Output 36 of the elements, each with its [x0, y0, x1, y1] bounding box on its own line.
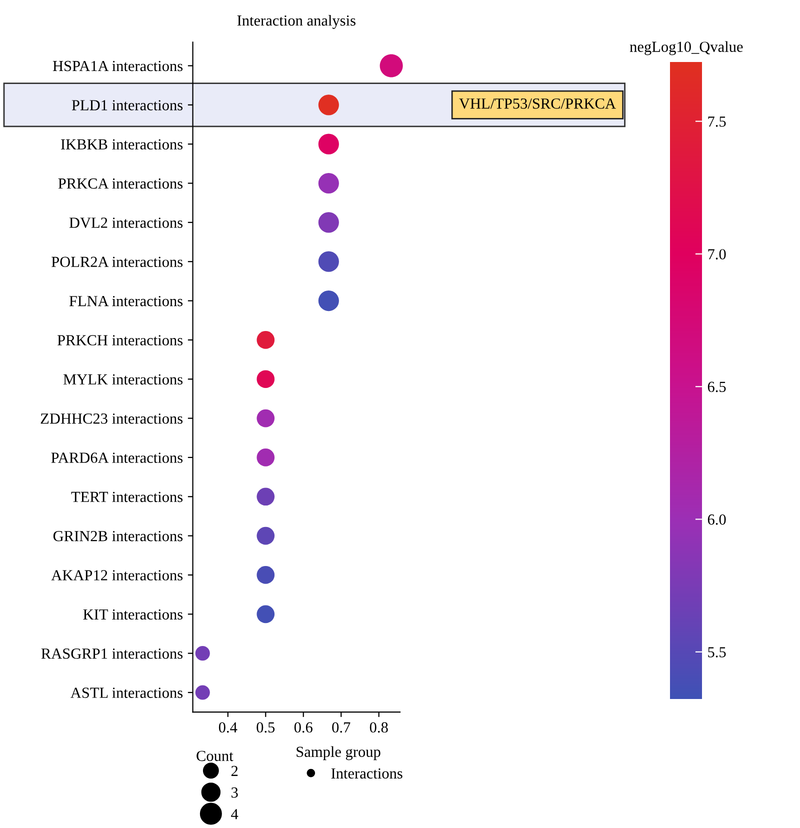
color-bar-label: 6.5 [708, 382, 726, 392]
y-tick-label: IKBKB interactions [61, 139, 183, 150]
y-tick-label: AKAP12 interactions [51, 570, 183, 580]
y-tick-label: PRKCH interactions [57, 335, 183, 346]
y-tick-label: ZDHHC23 interactions [40, 413, 183, 424]
x-tick-label: 0.7 [332, 722, 350, 733]
y-tick-label: PRKCA interactions [58, 178, 183, 189]
y-tick-label: GRIN2B interactions [53, 530, 183, 542]
chart-title: Interaction analysis [237, 14, 356, 29]
y-tick-label: TERT interactions [71, 492, 183, 502]
color-bar-label: 7.0 [708, 249, 726, 260]
text: Count [196, 750, 234, 762]
y-tick-label: HSPA1A interactions [52, 60, 183, 72]
y-tick-label: FLNA interactions [69, 296, 183, 306]
color-bar-title: negLog10_Qvalue [630, 41, 743, 56]
x-tick-label: 0.5 [256, 722, 275, 733]
legend-label: 3 [232, 787, 238, 798]
legend-label: 4 [231, 809, 238, 820]
y-tick-label: PARD6A interactions [51, 452, 183, 463]
x-tick-label: 0.4 [218, 722, 238, 733]
color-bar-label: 5.5 [708, 647, 726, 658]
y-tick-label: POLR2A interactions [52, 256, 183, 268]
text: VHL/TP53/SRC/PRKCA [459, 98, 616, 109]
color-bar-label: 7.5 [708, 116, 726, 127]
y-tick-label: PLD1 interactions [72, 100, 183, 110]
y-tick-label: RASGRP1 interactions [41, 648, 183, 659]
y-tick-label: KIT interactions [83, 609, 183, 620]
x-tick-label: 0.6 [294, 722, 312, 733]
y-tick-label: MYLK interactions [63, 374, 183, 385]
y-tick-label: ASTL interactions [70, 688, 183, 698]
legend-label: 2 [231, 766, 238, 776]
color-bar-label: 6.0 [708, 514, 726, 525]
legend-title: Sample group [296, 746, 380, 760]
y-tick-label: DVL2 interactions [69, 218, 183, 228]
text: Interactions [331, 768, 402, 779]
x-tick-label: 0.8 [370, 722, 388, 733]
